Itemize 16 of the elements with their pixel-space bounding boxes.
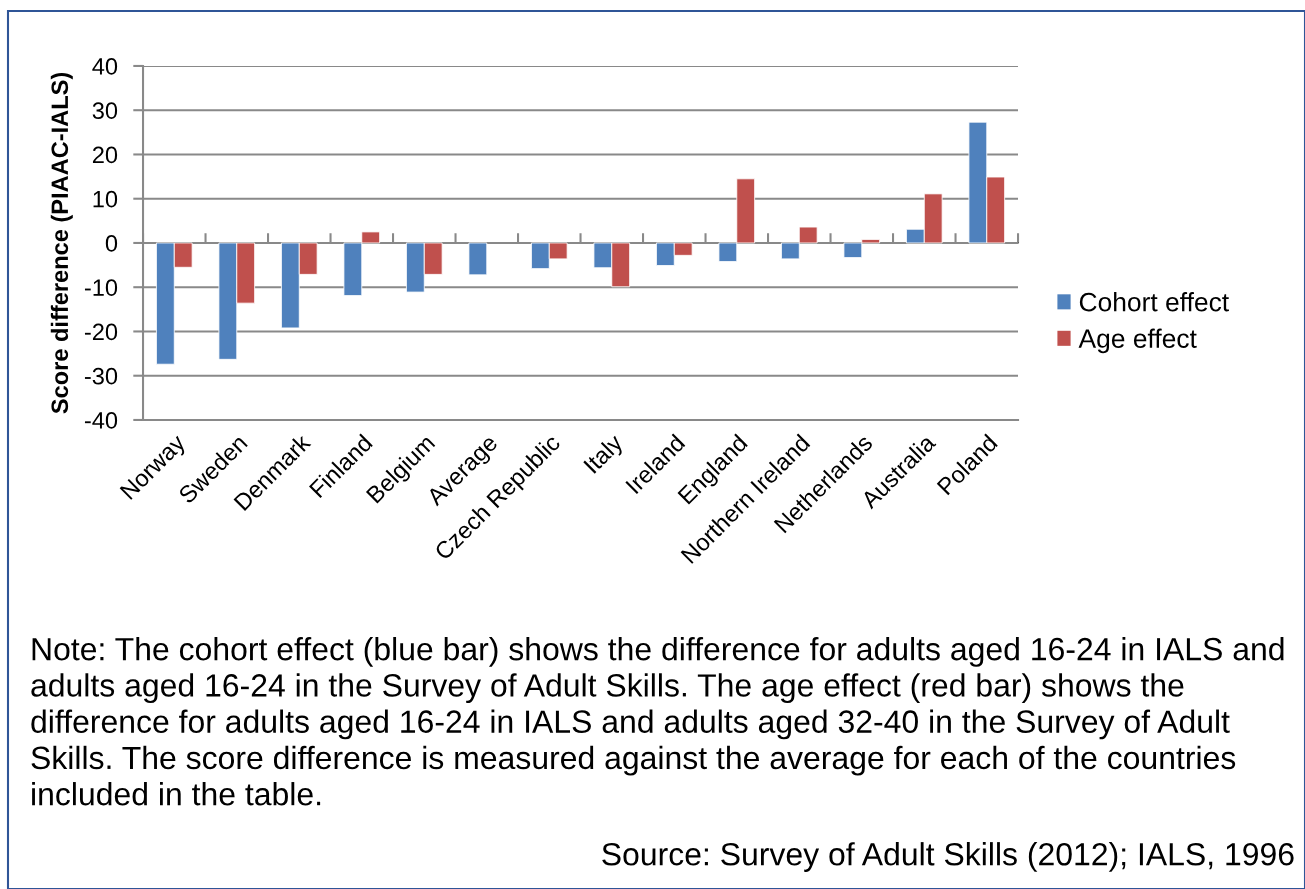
legend-label: Age effect (1078, 328, 1197, 354)
y-tick-label: -20 (84, 323, 118, 341)
text: Note: The cohort effect (blue bar) shows the difference for adults aged 16-24 in IALS and adults aged 16-24 in the Survey of Adult Skills. The age effect (red bar) shows the difference for adults aged 16-24 in IALS and adults aged 32-40 in the Survey of Adult Skills. The score difference is measured against the average for each of the countries included in the table. (31, 637, 1284, 806)
y-tick-label: 30 (92, 102, 118, 119)
legend-label: Cohort effect (1079, 292, 1229, 312)
y-tick-label: 20 (92, 146, 118, 164)
y-axis-title: Score difference (PIAAC-IALS) (50, 72, 73, 414)
y-tick-label: -40 (84, 412, 118, 429)
x-tick-label: Italy (582, 432, 628, 478)
y-tick-label: 10 (93, 190, 118, 208)
bar (468, 242, 488, 276)
y-tick-label: 40 (92, 58, 118, 75)
y-tick-label: -10 (84, 279, 118, 296)
y-tick-label: 0 (105, 235, 118, 252)
source-note: Source: Survey of Adult Skills (2012); IALS, 1996 (602, 842, 1294, 872)
y-tick-label: -30 (84, 367, 118, 385)
